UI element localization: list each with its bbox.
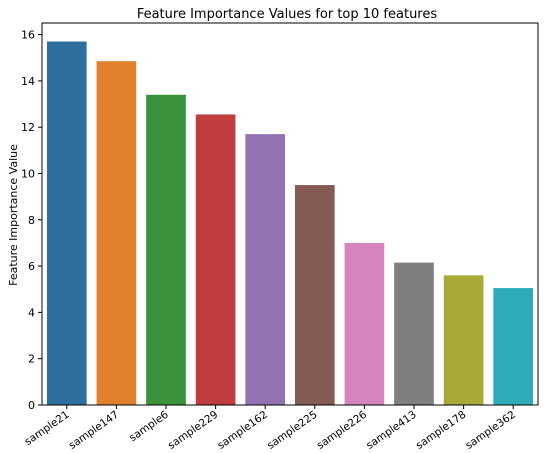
y-tick-label: 4 — [28, 306, 35, 319]
x-tick-label: sample413 — [364, 409, 419, 449]
plot-frame — [41, 22, 539, 406]
x-tick-label: sample362 — [463, 409, 518, 449]
bar — [394, 262, 434, 405]
chart-title: Feature Importance Values for top 10 fea… — [137, 7, 438, 22]
y-axis-label: Feature Importance Value — [7, 144, 20, 286]
x-tick-label: sample6 — [127, 408, 171, 444]
x-tick-label: sample178 — [414, 409, 469, 449]
bar — [46, 41, 87, 406]
y-tick-label: 0 — [28, 399, 35, 412]
bar — [146, 94, 186, 406]
bar — [493, 288, 534, 405]
bar — [294, 185, 335, 405]
y-tick-label: 12 — [21, 121, 35, 134]
y-tick-label: 2 — [28, 353, 35, 366]
x-tick-label: sample229 — [166, 409, 221, 449]
x-tick-label: sample21 — [22, 409, 71, 448]
y-tick-label: 8 — [28, 214, 35, 227]
bar — [245, 134, 286, 405]
x-tick-label: sample226 — [315, 408, 370, 449]
y-tick-label: 16 — [21, 29, 35, 42]
bar — [443, 275, 484, 405]
x-tick-label: sample147 — [67, 409, 122, 449]
y-tick-label: 6 — [28, 260, 35, 273]
bar — [344, 242, 385, 405]
x-tick-label: sample225 — [265, 409, 320, 449]
bar — [195, 114, 236, 405]
y-tick-label: 14 — [21, 75, 35, 88]
y-tick-label: 10 — [21, 167, 35, 180]
bar — [96, 61, 137, 405]
x-tick-label: sample162 — [215, 409, 270, 449]
